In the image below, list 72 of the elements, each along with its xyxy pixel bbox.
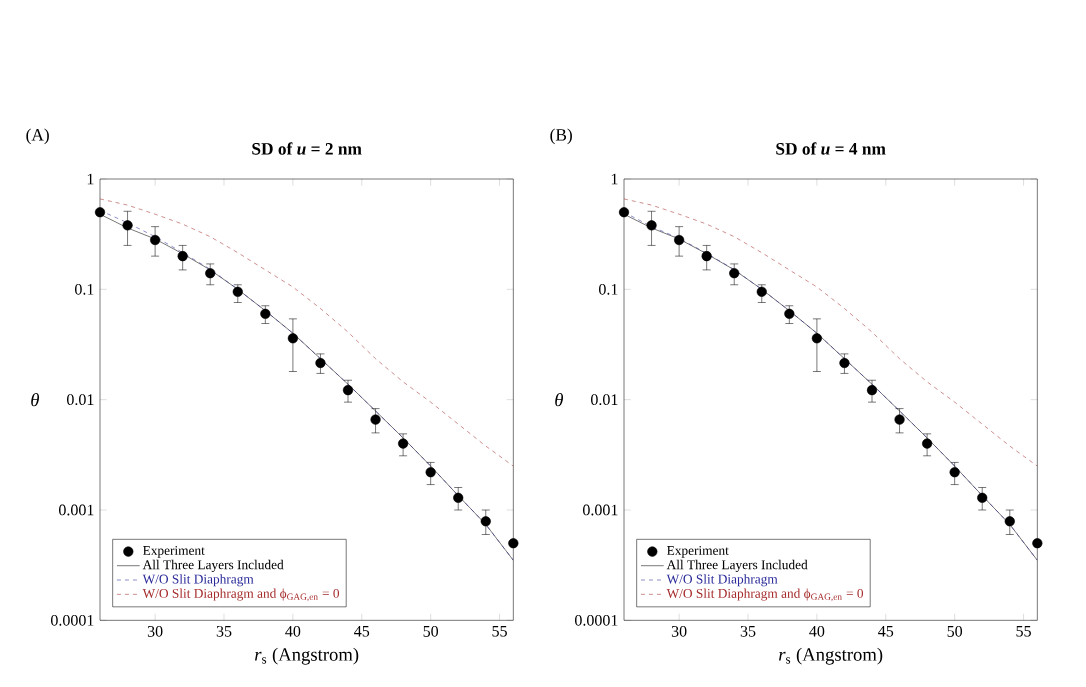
point <box>122 220 133 231</box>
x-tick-label: 55 <box>1016 625 1031 637</box>
y-tick-label: 0.001 <box>59 504 94 516</box>
y-tick-label: 0.001 <box>583 504 618 516</box>
x-tick-label: 35 <box>740 625 756 637</box>
point <box>508 538 519 549</box>
y-tick-label: 0.01 <box>67 394 94 406</box>
x-tick-label: 30 <box>147 625 163 637</box>
point <box>342 385 354 396</box>
y-tick-label: 0.01 <box>591 394 618 406</box>
legend-label: W/O Slit Diaphragm <box>142 574 254 587</box>
x-tick-label: 35 <box>216 625 232 637</box>
x-tick-label: 50 <box>947 625 963 637</box>
x-tick-label: 55 <box>492 625 507 637</box>
point <box>370 414 381 425</box>
point <box>1032 538 1043 549</box>
y-tick-label: 0.0001 <box>575 614 618 626</box>
x-tick-label: 45 <box>878 625 894 637</box>
point <box>949 467 960 478</box>
point <box>894 414 905 425</box>
text: (A) <box>26 128 49 145</box>
legend-label: Experiment <box>143 545 205 558</box>
x-tick-label: 45 <box>354 625 370 637</box>
chart-title: SD of u = 2 nm <box>252 142 362 155</box>
legend-label: Experiment <box>667 545 729 558</box>
legend-label: All Three Layers Included <box>666 559 808 573</box>
point <box>150 234 161 246</box>
point <box>287 333 298 344</box>
point <box>177 251 188 262</box>
point <box>756 286 767 297</box>
y-tick-label: 1 <box>611 173 618 185</box>
point <box>232 286 243 297</box>
point <box>784 308 795 319</box>
point <box>729 268 740 279</box>
x-tick-label: 40 <box>285 625 301 637</box>
y-axis-title: θ <box>31 393 40 407</box>
point <box>674 234 685 246</box>
legend-label: W/O Slit Diaphragm <box>666 574 778 587</box>
y-tick-label: 1 <box>87 173 94 185</box>
y-tick-label: 0.0001 <box>51 614 94 626</box>
point <box>811 333 822 344</box>
point <box>453 492 464 503</box>
x-axis-title: r$_{s}$ (Angstrom) <box>255 647 359 665</box>
point <box>205 268 216 279</box>
y-tick-label: 0.1 <box>75 283 94 295</box>
x-tick-label: 40 <box>809 625 825 637</box>
x-tick-label: 30 <box>671 625 687 637</box>
legend-label: W/O Slit Diaphragm and ϕ$_{GAG,en}$ = 0 <box>666 588 864 602</box>
point <box>260 308 271 319</box>
point <box>1004 516 1015 527</box>
line-series <box>100 198 514 467</box>
line-series <box>624 198 1038 467</box>
x-tick-label: 50 <box>423 625 439 637</box>
point <box>425 467 436 478</box>
legend-label: W/O Slit Diaphragm and ϕ$_{GAG,en}$ = 0 <box>142 588 340 602</box>
point <box>701 251 712 262</box>
point <box>866 385 878 396</box>
point <box>94 207 106 218</box>
point <box>646 220 657 231</box>
point <box>315 357 326 369</box>
y-axis-title: θ <box>555 393 564 407</box>
x-axis-title: r$_{s}$ (Angstrom) <box>779 647 883 665</box>
point <box>839 357 850 369</box>
point <box>977 492 988 503</box>
legend-label: All Three Layers Included <box>142 559 284 573</box>
point <box>922 438 933 449</box>
point <box>398 438 409 449</box>
chart-title: SD of u = 4 nm <box>776 142 886 155</box>
y-tick-label: 0.1 <box>599 283 618 295</box>
point <box>618 207 630 218</box>
point <box>480 516 491 527</box>
text: (B) <box>550 128 572 145</box>
